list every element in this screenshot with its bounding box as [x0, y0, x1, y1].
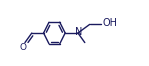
Text: N: N [75, 27, 83, 37]
Text: OH: OH [103, 18, 118, 28]
Text: O: O [20, 43, 27, 52]
